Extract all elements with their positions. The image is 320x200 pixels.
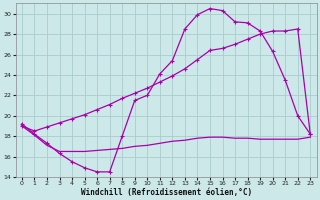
X-axis label: Windchill (Refroidissement éolien,°C): Windchill (Refroidissement éolien,°C) xyxy=(81,188,252,197)
